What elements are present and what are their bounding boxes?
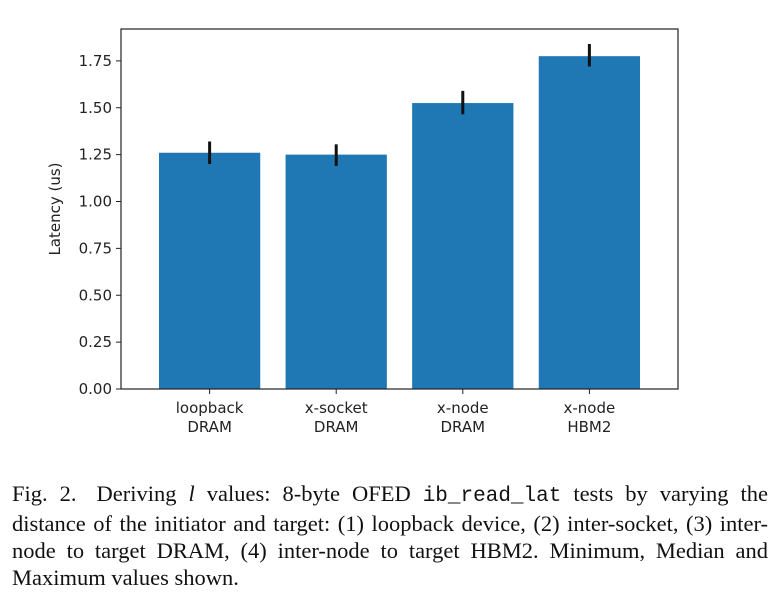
y-tick-label-7: 1.75 (79, 52, 112, 70)
y-tick-label-4: 1.00 (79, 193, 112, 211)
x-tick-label-1: x-socket DRAM (305, 399, 368, 436)
figure-caption: Fig. 2. Deriving l values: 8-byte OFED i… (12, 480, 768, 591)
y-axis: 0.00 0.25 0.50 0.75 1.00 1.25 1.50 1.75 (79, 52, 121, 398)
bar-0 (158, 152, 261, 389)
y-axis-label: Latency (us) (46, 162, 64, 255)
error-bars-group (208, 44, 591, 166)
x-tick-label-0: loopback DRAM (176, 399, 244, 436)
bar-2 (412, 103, 514, 389)
caption-text-1: Deriving (96, 481, 189, 506)
bar-chart: 0.00 0.25 0.50 0.75 1.00 1.25 1.50 1.75 loopbac… (46, 28, 679, 436)
x-tick-label-2: x-node DRAM (437, 399, 489, 436)
caption-symbol: l (188, 481, 195, 506)
x-tick-label-3: x-node HBM2 (564, 399, 616, 436)
caption-text-3: tests by varying the distance of the ini… (12, 481, 769, 590)
caption-text-2: values: 8-byte OFED (194, 481, 423, 506)
plot-frame (120, 28, 679, 390)
bar-3 (538, 56, 641, 389)
y-tick-label-2: 0.50 (79, 286, 112, 304)
y-tick-label-5: 1.25 (79, 146, 112, 164)
y-tick-label-0: 0.00 (79, 380, 112, 398)
y-tick-label-3: 0.75 (79, 239, 112, 257)
bars-group (158, 56, 641, 389)
y-tick-label-1: 0.25 (79, 333, 112, 351)
y-tick-label-6: 1.50 (79, 99, 112, 117)
x-axis: loopback DRAM x-socket DRAM x-node DRAM x-node… (176, 389, 615, 436)
caption-code: ib_read_lat (422, 485, 562, 508)
bar-1 (285, 154, 387, 389)
figure-label: Fig. 2. (12, 481, 77, 506)
